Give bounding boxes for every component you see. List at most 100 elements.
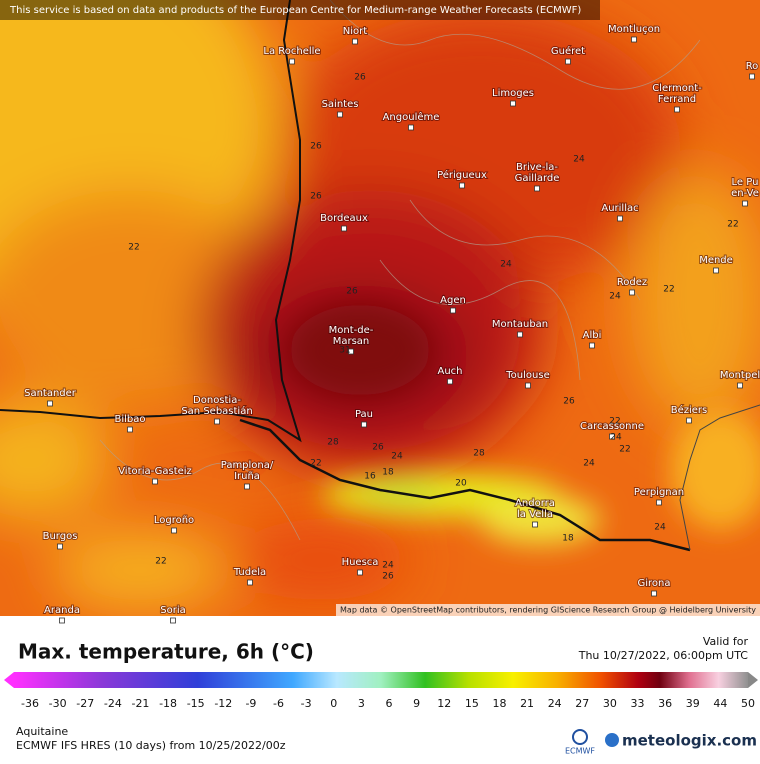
- city-marker: [651, 590, 657, 597]
- city-label: Périgueux: [437, 169, 487, 181]
- city-label: la Vella: [517, 509, 553, 520]
- city-label: Albi: [583, 330, 602, 341]
- legend-tick-label: 18: [492, 697, 506, 710]
- ecmwf-notice: This service is based on data and produc…: [9, 5, 581, 16]
- legend-tick-label: 9: [413, 697, 420, 710]
- legend-tick-label: 0: [330, 697, 337, 710]
- city-marker: [408, 124, 414, 131]
- map-credit: Map data © OpenStreetMap contributors, r…: [340, 606, 756, 615]
- city-marker: [532, 521, 538, 528]
- city-marker: [127, 426, 133, 433]
- city-label: San Sebastián: [181, 405, 252, 417]
- contour-label: 18: [382, 468, 394, 478]
- city-marker: [459, 182, 465, 189]
- contour-label: 24: [573, 155, 585, 165]
- city-marker: [214, 418, 220, 425]
- city-marker: [152, 478, 158, 485]
- legend-tick-label: 24: [548, 697, 562, 710]
- city-marker: [589, 342, 595, 349]
- contour-label: 24: [610, 433, 622, 443]
- legend-tick-label: -24: [104, 697, 122, 710]
- city-marker: [361, 421, 367, 428]
- legend-tick-label: 36: [658, 697, 672, 710]
- contour-label: 22: [727, 220, 738, 230]
- city-label: Le Pu: [732, 177, 759, 188]
- city-marker: [337, 111, 343, 118]
- legend-bar: [14, 672, 748, 688]
- city-marker: [247, 579, 253, 586]
- city-label: Mont-de-: [329, 325, 374, 336]
- city-label: Ro: [746, 61, 759, 72]
- city-marker: [674, 106, 680, 113]
- region: Aquitaine: [16, 725, 68, 738]
- city-label: Saintes: [322, 99, 359, 110]
- credit-bar: [336, 604, 760, 616]
- city-marker: [656, 499, 662, 506]
- legend-tick-label: -21: [131, 697, 149, 710]
- city-label: Carcassonne: [580, 421, 644, 432]
- legend-tick-label: -6: [273, 697, 284, 710]
- contour-label: 26: [310, 142, 322, 152]
- contour-label: 22: [155, 557, 166, 567]
- contour-label: 22: [609, 417, 620, 427]
- city-marker: [47, 400, 53, 407]
- contour-label: 18: [562, 534, 574, 544]
- legend-tick-label: 21: [520, 697, 534, 710]
- city-label: Vitoria-Gasteiz: [118, 466, 192, 477]
- city-label: Tudela: [233, 567, 266, 578]
- city-marker: [617, 215, 623, 222]
- city-marker: [450, 307, 456, 314]
- city-label: Marsan: [333, 336, 370, 347]
- contour-label: 24: [391, 452, 403, 462]
- city-marker: [57, 543, 63, 550]
- contour-label: 20: [455, 479, 467, 489]
- contour-label: 26: [382, 572, 394, 582]
- city-label: Perpignan: [634, 487, 684, 498]
- city-marker: [170, 617, 176, 624]
- contour-label: 22: [619, 445, 630, 455]
- city-marker: [686, 417, 692, 424]
- city-marker: [517, 331, 523, 338]
- city-marker: [510, 100, 516, 107]
- city-label: Brive-la-: [516, 162, 558, 173]
- contour-label: 26: [354, 73, 366, 83]
- city-label: Mende: [699, 255, 733, 266]
- city-marker: [59, 617, 65, 624]
- legend-tick-label: 15: [465, 697, 479, 710]
- contour-label: 24: [654, 523, 666, 533]
- contour-label: 24: [583, 459, 595, 469]
- notice-bar: [0, 0, 600, 20]
- city-label: Soria: [160, 605, 185, 616]
- city-label: Montauban: [492, 319, 548, 330]
- city-label: Béziers: [671, 404, 708, 416]
- brand-icon: [605, 733, 619, 747]
- city-label: Montpel: [720, 370, 760, 381]
- city-marker: [609, 433, 615, 440]
- valid-time: Thu 10/27/2022, 06:00pm UTC: [578, 649, 749, 662]
- legend-tick-label: 30: [603, 697, 617, 710]
- city-label: Auch: [437, 366, 462, 377]
- legend-tick-label: 12: [437, 697, 451, 710]
- legend-tick-label: 33: [631, 697, 645, 710]
- city-label: Burgos: [43, 531, 78, 542]
- contour-label: 24: [609, 292, 621, 302]
- legend-tick-label: 39: [686, 697, 700, 710]
- contour-label: 28: [327, 438, 339, 448]
- city-marker: [713, 267, 719, 274]
- city-label: Aranda: [44, 605, 80, 616]
- contour-label: 31: [339, 346, 350, 356]
- legend-arrow-right: [748, 672, 758, 688]
- contour-label: 26: [563, 397, 575, 407]
- city-label: Andorra: [515, 498, 555, 509]
- city-label: Bilbao: [114, 414, 145, 425]
- city-label: Pamplona/: [221, 460, 274, 471]
- legend-tick-label: -15: [187, 697, 205, 710]
- contour-label: 22: [128, 243, 139, 253]
- contour-label: 22: [310, 459, 321, 469]
- legend-tick-label: -9: [245, 697, 256, 710]
- city-label: Ferrand: [658, 94, 696, 105]
- temperature-field: [0, 0, 760, 616]
- city-label: Guéret: [551, 45, 585, 57]
